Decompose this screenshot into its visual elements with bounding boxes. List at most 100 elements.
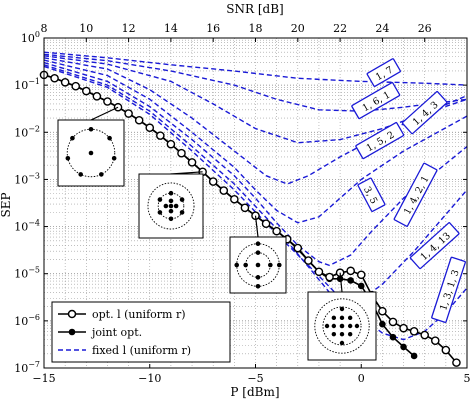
inset-1-4-3-arrow xyxy=(339,272,343,293)
inset-1-5-2-point xyxy=(243,262,248,268)
inset-1-7-point xyxy=(107,135,112,141)
legend-label-opt: opt. l (uniform r) xyxy=(92,308,186,321)
y-axis-title: SEP xyxy=(0,192,13,217)
inset-1-6-1-point xyxy=(179,197,185,202)
inset-1-6-1-ring xyxy=(147,182,195,230)
opt-l-point xyxy=(399,323,408,333)
inset-1-6-1-point xyxy=(157,197,163,202)
opt-l-point xyxy=(134,115,144,125)
legend-marker-filled xyxy=(68,328,76,336)
inset-1-5-2-point xyxy=(255,241,261,247)
opt-l-point xyxy=(293,243,303,253)
inset-1-5-2-point xyxy=(255,250,261,255)
opt-l-point xyxy=(452,358,461,367)
x2-tick-label: 26 xyxy=(418,22,432,35)
x2-tick-label: 22 xyxy=(333,22,347,35)
x-tick-label: 0 xyxy=(358,372,365,385)
opt-l-line xyxy=(43,74,458,364)
inset-1-6-1-point xyxy=(173,203,179,209)
curve-label-box xyxy=(366,58,401,87)
inset-1-7-point xyxy=(78,172,83,177)
opt-l-point xyxy=(208,177,218,186)
opt-l-point xyxy=(156,131,165,140)
x2-tick-label: 16 xyxy=(206,22,220,35)
inset-1-4-3-point xyxy=(339,331,345,337)
opt-l-point xyxy=(261,219,271,229)
opt-l-point xyxy=(441,345,451,355)
inset-1-4-3-point xyxy=(339,315,345,321)
inset-1-4-3-point xyxy=(331,323,337,329)
opt-l-point xyxy=(60,77,70,87)
inset-1-5-2-point xyxy=(255,283,261,289)
opt-l-point xyxy=(187,158,197,167)
y-tick-label: 10−4 xyxy=(14,219,40,234)
curve-label-box xyxy=(393,162,438,227)
inset-1-7-point xyxy=(111,155,117,161)
opt-l-point xyxy=(409,327,419,336)
inset-1-4-3-point xyxy=(331,331,337,337)
inset-1-4-3-ring xyxy=(314,298,370,354)
y-tick-label: 10−7 xyxy=(14,360,40,375)
inset-1-5-2-point xyxy=(234,262,240,268)
opt-l-point xyxy=(124,109,133,118)
inset-1-4-3-point xyxy=(354,323,360,329)
fixed-l-curve-6 xyxy=(43,61,468,267)
x2-tick-label: 18 xyxy=(249,22,263,35)
inset-1-7-arrow xyxy=(90,106,119,121)
opt-l-point xyxy=(420,330,430,340)
x2-axis-title: SNR [dB] xyxy=(226,2,283,16)
axes: −15 −10 −5 0 5 8 10 12 14 16 18 20 22 24 26 100 10−1 10−2… xyxy=(14,22,470,385)
legend-label-joint: joint opt. xyxy=(90,326,142,339)
x2-tick-label: 12 xyxy=(122,22,136,35)
x-tick-label: −5 xyxy=(247,372,263,385)
opt-l-point xyxy=(71,81,81,91)
curve-label-box xyxy=(401,91,448,135)
opt-l-point xyxy=(219,186,229,195)
inset-1-6-1-point xyxy=(168,203,174,209)
inset-1-5-2-point xyxy=(268,262,273,268)
y-tick-label: 100 xyxy=(21,30,40,45)
opt-l-point xyxy=(356,270,366,280)
inset-1-4-3-point xyxy=(324,323,330,329)
inset-1-7-point xyxy=(65,155,71,161)
x2-tick-label: 20 xyxy=(291,22,305,35)
opt-l-point xyxy=(325,272,334,282)
inset-1-5-2-point xyxy=(255,275,261,280)
opt-l-point xyxy=(378,306,387,316)
curve-label-box xyxy=(355,121,405,160)
inset-1-6-1-ring xyxy=(157,192,185,220)
inset-1-6-1-point xyxy=(168,198,174,204)
x-tick-label: −10 xyxy=(138,372,161,385)
opt-l-point xyxy=(430,336,440,345)
legend-marker-open xyxy=(67,309,77,319)
joint-opt-point xyxy=(389,333,397,341)
legend-label-fixed: fixed l (uniform r) xyxy=(92,344,191,357)
inset-1-7-point xyxy=(99,172,104,177)
joint-opt-point xyxy=(347,277,354,284)
x2-tick-label: 10 xyxy=(79,22,93,35)
constellation-insets xyxy=(57,106,377,361)
inset-1-6-1-point xyxy=(163,203,169,209)
inset-1-6-1-point xyxy=(168,216,174,222)
opt-l-point xyxy=(240,203,250,213)
joint-opt-point xyxy=(379,320,386,328)
x-tick-label: 5 xyxy=(464,372,471,385)
joint-opt-point xyxy=(410,352,418,360)
inset-1-6-1-point xyxy=(168,208,174,214)
inset-1-7-point xyxy=(70,135,75,141)
opt-l-point xyxy=(82,86,91,96)
y-tick-label: 10−6 xyxy=(14,313,40,328)
y-tick-label: 10−5 xyxy=(14,266,40,281)
x2-tick-label: 14 xyxy=(164,22,178,35)
inset-1-4-3-point xyxy=(347,315,353,321)
inset-1-5-2-point xyxy=(255,262,261,268)
fixed-l-curve-5 xyxy=(43,59,468,224)
opt-l-point xyxy=(388,317,398,327)
x-tick-label: −15 xyxy=(32,372,55,385)
inset-1-4-3-point xyxy=(331,315,337,321)
opt-l-point xyxy=(145,123,155,133)
x2-tick-label: 8 xyxy=(41,22,48,35)
inset-1-6-1-point xyxy=(179,210,185,215)
legend: opt. l (uniform r) joint opt. fixed l (u… xyxy=(51,301,231,363)
